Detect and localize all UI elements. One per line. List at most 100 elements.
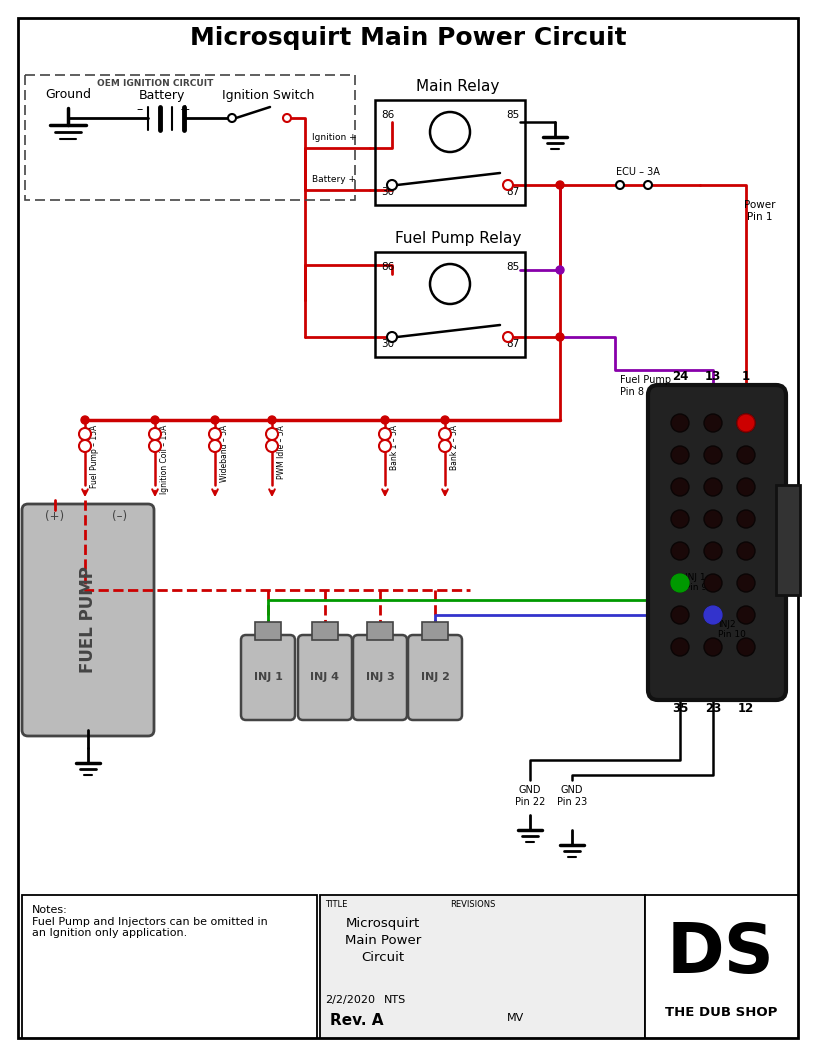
Text: 85: 85: [507, 262, 520, 272]
Text: 23: 23: [705, 702, 721, 715]
Circle shape: [283, 114, 291, 122]
Bar: [320, 895, 645, 1038]
Text: Ignition Switch: Ignition Switch: [222, 89, 314, 101]
Circle shape: [737, 478, 755, 496]
Circle shape: [644, 181, 652, 189]
Bar: [375, 100, 525, 205]
Bar: [776, 485, 800, 595]
Text: 1: 1: [742, 370, 750, 383]
Text: +: +: [180, 103, 190, 116]
Circle shape: [704, 478, 722, 496]
Bar: [312, 622, 338, 640]
Text: 87: 87: [507, 339, 520, 348]
Circle shape: [616, 181, 624, 189]
Circle shape: [439, 428, 451, 440]
Text: Ignition Coil – 15A: Ignition Coil – 15A: [160, 425, 169, 494]
Circle shape: [556, 181, 564, 189]
Text: GND
Pin 23: GND Pin 23: [557, 785, 588, 807]
Text: Fuel Pump – 15A: Fuel Pump – 15A: [90, 425, 99, 488]
Text: (–): (–): [113, 510, 127, 523]
Circle shape: [671, 638, 689, 656]
Text: 30: 30: [381, 187, 395, 197]
Text: GND
Pin 22: GND Pin 22: [515, 785, 545, 807]
Text: Bank 1 – 5A: Bank 1 – 5A: [390, 425, 399, 470]
Circle shape: [209, 440, 221, 452]
Text: Power
Pin 1: Power Pin 1: [744, 200, 776, 222]
Text: 86: 86: [381, 110, 395, 120]
Circle shape: [671, 510, 689, 528]
Text: REVISIONS: REVISIONS: [450, 900, 495, 909]
Text: Microsquirt
Main Power
Circuit: Microsquirt Main Power Circuit: [345, 917, 421, 964]
Text: Notes:
Fuel Pump and Injectors can be omitted in
an Ignition only application.: Notes: Fuel Pump and Injectors can be om…: [32, 905, 268, 938]
Circle shape: [671, 414, 689, 432]
Circle shape: [151, 416, 159, 425]
Circle shape: [737, 414, 755, 432]
Circle shape: [503, 332, 513, 342]
Text: THE DUB SHOP: THE DUB SHOP: [665, 1006, 777, 1019]
FancyBboxPatch shape: [648, 385, 786, 700]
Circle shape: [430, 112, 470, 152]
Text: INJ 4: INJ 4: [311, 672, 339, 682]
Circle shape: [737, 414, 755, 432]
Circle shape: [556, 333, 564, 341]
Text: INJ 1: INJ 1: [254, 672, 282, 682]
Bar: [25, 75, 355, 200]
Circle shape: [671, 574, 689, 592]
Text: NTS: NTS: [384, 995, 406, 1005]
Circle shape: [737, 446, 755, 464]
Circle shape: [266, 440, 278, 452]
Circle shape: [79, 428, 91, 440]
Circle shape: [737, 574, 755, 592]
Circle shape: [704, 574, 722, 592]
Text: Rev. A: Rev. A: [330, 1013, 384, 1027]
Circle shape: [81, 416, 89, 425]
Text: PWM Idle – 5A: PWM Idle – 5A: [277, 425, 286, 478]
Circle shape: [266, 428, 278, 440]
Circle shape: [381, 416, 389, 425]
Circle shape: [430, 264, 470, 304]
Text: 13: 13: [705, 370, 721, 383]
Text: 30: 30: [381, 339, 395, 348]
Bar: [645, 895, 798, 1038]
Circle shape: [149, 428, 161, 440]
FancyBboxPatch shape: [22, 504, 154, 736]
Circle shape: [671, 606, 689, 624]
Circle shape: [704, 510, 722, 528]
Circle shape: [79, 440, 91, 452]
Circle shape: [737, 606, 755, 624]
Circle shape: [387, 332, 397, 342]
Text: –: –: [137, 103, 143, 116]
Circle shape: [209, 428, 221, 440]
Text: MV: MV: [507, 1013, 524, 1023]
Circle shape: [704, 414, 722, 432]
Circle shape: [704, 446, 722, 464]
Text: OEM IGNITION CIRCUIT: OEM IGNITION CIRCUIT: [97, 78, 213, 88]
Circle shape: [379, 428, 391, 440]
Circle shape: [704, 606, 722, 624]
Circle shape: [503, 180, 513, 190]
Circle shape: [211, 416, 219, 425]
Bar: [422, 622, 448, 640]
Circle shape: [737, 638, 755, 656]
Circle shape: [556, 266, 564, 274]
Text: Battery: Battery: [139, 89, 185, 101]
Circle shape: [704, 638, 722, 656]
Text: INJ 3: INJ 3: [366, 672, 394, 682]
Circle shape: [737, 510, 755, 528]
Circle shape: [737, 542, 755, 560]
FancyBboxPatch shape: [241, 635, 295, 720]
Text: INJ 1
Pin 9: INJ 1 Pin 9: [685, 572, 707, 592]
Text: Battery +: Battery +: [312, 175, 356, 184]
Circle shape: [671, 478, 689, 496]
Text: ECU – 3A: ECU – 3A: [616, 167, 660, 177]
Circle shape: [671, 446, 689, 464]
Text: 24: 24: [672, 370, 688, 383]
Text: (+): (+): [46, 510, 64, 523]
Circle shape: [387, 180, 397, 190]
Text: Fuel Pump
Pin 8: Fuel Pump Pin 8: [620, 375, 671, 397]
Text: 2/2/2020: 2/2/2020: [325, 995, 375, 1005]
Bar: [22, 895, 317, 1038]
Text: 85: 85: [507, 110, 520, 120]
Text: Main Relay: Main Relay: [416, 78, 499, 94]
Circle shape: [439, 440, 451, 452]
